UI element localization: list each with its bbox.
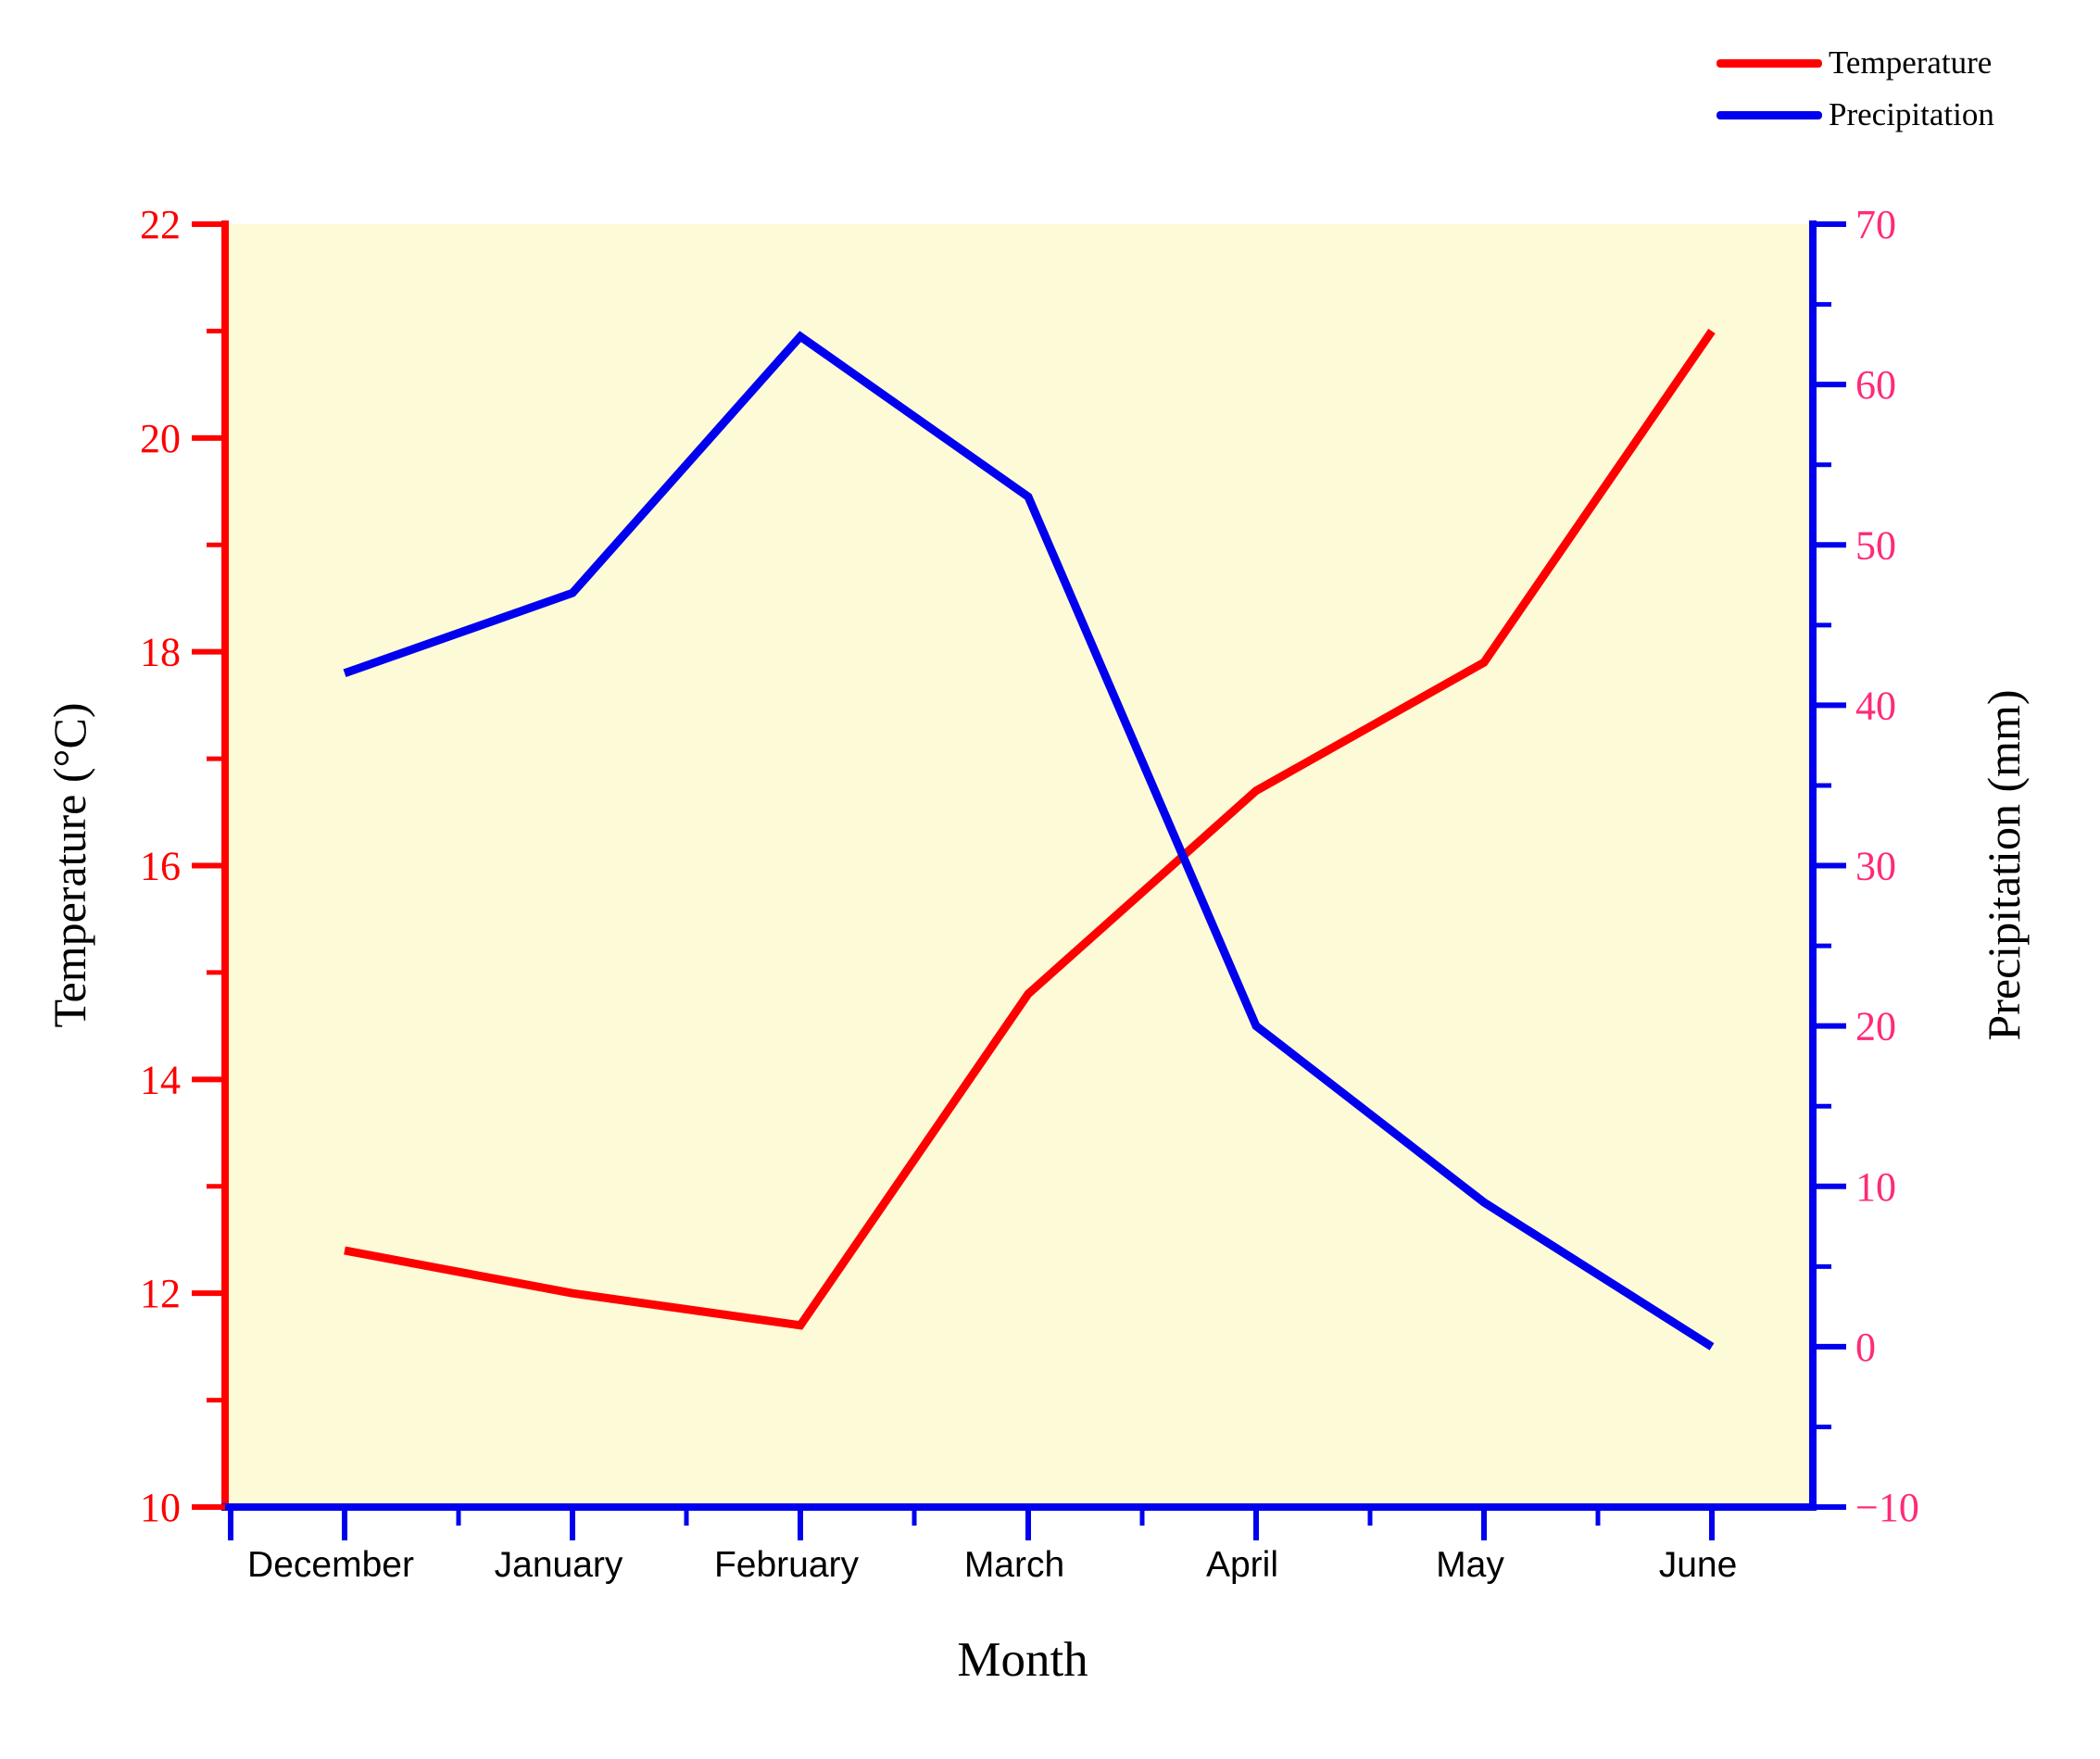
- x-tick-label: January: [495, 1545, 623, 1585]
- x-tick-label: March: [964, 1545, 1064, 1585]
- series-line-temperature: [344, 328, 1716, 1330]
- right-tick-label: 70: [1855, 202, 1896, 247]
- left-tick-label: 14: [140, 1057, 181, 1102]
- left-tick-label: 16: [140, 844, 181, 889]
- legend-label-temperature: Temperature: [1829, 44, 1993, 81]
- legend: Temperature Precipitation: [1716, 37, 1994, 141]
- left-axis-title: Temperature (°C): [44, 702, 95, 1028]
- left-tick-label: 10: [140, 1485, 181, 1530]
- x-tick-label: May: [1436, 1545, 1504, 1585]
- right-tick-label: 30: [1855, 844, 1896, 889]
- legend-item-precipitation: Precipitation: [1716, 89, 1994, 141]
- legend-item-temperature: Temperature: [1716, 37, 1994, 89]
- precipitation-line-swatch: [1716, 110, 1822, 119]
- right-tick-label: 0: [1855, 1325, 1876, 1370]
- right-tick-label: −10: [1855, 1485, 1919, 1530]
- left-tick-label: 22: [140, 202, 181, 247]
- right-tick-label: 40: [1855, 683, 1896, 728]
- left-tick-label: 20: [140, 416, 181, 461]
- right-tick-label: 20: [1855, 1004, 1896, 1049]
- plot-area: [225, 224, 1813, 1507]
- x-tick-label: April: [1206, 1545, 1278, 1585]
- left-tick-label: 18: [140, 630, 181, 675]
- series-line-precipitation: [343, 331, 1715, 1351]
- right-axis-title: Precipitation (mm): [1978, 689, 2030, 1041]
- x-axis-title: Month: [957, 1633, 1088, 1687]
- legend-label-precipitation: Precipitation: [1829, 96, 1994, 132]
- x-tick-label: February: [714, 1545, 860, 1585]
- right-tick-label: 50: [1855, 522, 1896, 568]
- temperature-line-swatch: [1716, 58, 1822, 68]
- right-tick-label: 10: [1855, 1164, 1896, 1210]
- left-tick-label: 12: [140, 1271, 181, 1316]
- right-tick-label: 60: [1855, 362, 1896, 408]
- x-tick-label: June: [1659, 1545, 1738, 1585]
- x-tick-label: December: [247, 1545, 414, 1585]
